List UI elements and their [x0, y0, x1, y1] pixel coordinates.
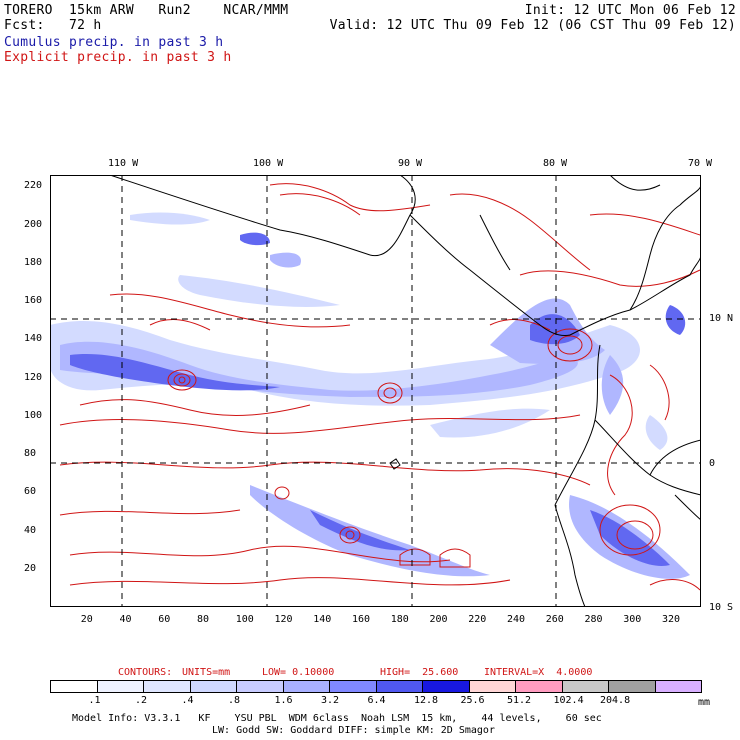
colorbar-swatch	[422, 680, 470, 693]
colorbar-label: .2	[135, 695, 148, 706]
coastlines	[109, 175, 701, 607]
y-tick-label: 100	[24, 409, 43, 421]
colorbar-label: 102.4	[553, 695, 584, 706]
lat-label: 0	[709, 458, 716, 469]
colorbar-label: 3.2	[321, 695, 340, 706]
x-tick-label: 260	[545, 614, 564, 625]
y-tick-label: 220	[24, 180, 43, 192]
x-tick-label: 320	[662, 614, 681, 625]
valid-time: Valid: 12 UTC Thu 09 Feb 12 (06 CST Thu …	[329, 18, 736, 33]
y-tick-label: 40	[24, 524, 37, 536]
contours-interval: INTERVAL=X 4.0000	[484, 667, 593, 678]
lon-label: 80 W	[543, 158, 568, 169]
model-title: TORERO 15km ARW Run2 NCAR/MMM	[4, 3, 289, 18]
colorbar-swatch	[654, 680, 702, 693]
colorbar-swatch	[375, 680, 423, 693]
x-tick-label: 200	[429, 614, 448, 625]
contours-units: UNITS=mm	[182, 667, 231, 678]
x-tick-label: 240	[507, 614, 526, 625]
lon-label: 110 W	[108, 158, 139, 169]
colorbar-label: 6.4	[367, 695, 386, 706]
colorbar-label: 12.8	[414, 695, 439, 706]
colorbar-label: 204.8	[600, 695, 631, 706]
colorbar-swatch	[608, 680, 656, 693]
colorbar-swatch	[189, 680, 237, 693]
x-tick-label: 160	[352, 614, 371, 625]
legend-explicit: Explicit precip. in past 3 h	[4, 50, 232, 65]
x-tick-label: 40	[119, 614, 132, 625]
colorbar-unit: mm	[698, 697, 711, 708]
lat-label: 10 S	[709, 602, 734, 613]
colorbar-swatch	[143, 680, 191, 693]
physics-info: LW: Godd SW: Goddard DIFF: simple KM: 2D…	[212, 725, 495, 736]
colorbar-swatch	[282, 680, 330, 693]
x-tick-label: 20	[80, 614, 93, 625]
y-tick-label: 160	[24, 295, 43, 307]
lon-label: 70 W	[688, 158, 713, 169]
colorbar-swatch	[236, 680, 284, 693]
colorbar-label: 1.6	[274, 695, 293, 706]
precip-map	[50, 175, 701, 607]
cumulus-precip	[50, 212, 690, 579]
y-tick-label: 200	[24, 218, 43, 230]
y-tick-label: 20	[24, 562, 37, 574]
contours-high: HIGH= 25.600	[380, 667, 459, 678]
x-tick-label: 220	[468, 614, 487, 625]
model-info: Model Info: V3.3.1 KF YSU PBL WDM 6class…	[72, 713, 602, 724]
colorbar-label: .1	[88, 695, 101, 706]
colorbar-swatch	[468, 680, 516, 693]
contours-low: LOW= 0.10000	[262, 667, 335, 678]
lon-label: 90 W	[398, 158, 423, 169]
colorbar-swatch	[50, 680, 98, 693]
legend-cumulus: Cumulus precip. in past 3 h	[4, 35, 224, 50]
x-tick-label: 80	[197, 614, 210, 625]
y-tick-label: 120	[24, 371, 43, 383]
contours-label: CONTOURS:	[118, 667, 173, 678]
lon-label: 100 W	[253, 158, 284, 169]
grid-lines	[50, 175, 701, 607]
colorbar-swatch	[96, 680, 144, 693]
lat-label: 10 N	[709, 313, 734, 324]
x-tick-label: 180	[390, 614, 409, 625]
x-tick-label: 300	[623, 614, 642, 625]
x-tick-label: 60	[158, 614, 171, 625]
init-time: Init: 12 UTC Mon 06 Feb 12	[524, 3, 736, 18]
colorbar-swatch	[561, 680, 609, 693]
colorbar-swatch	[515, 680, 563, 693]
colorbar-label: .8	[228, 695, 241, 706]
x-tick-label: 140	[313, 614, 332, 625]
colorbar-label: .4	[181, 695, 194, 706]
y-tick-label: 80	[24, 448, 37, 460]
y-tick-label: 60	[24, 486, 37, 498]
colorbar-label: 51.2	[507, 695, 532, 706]
colorbar-swatch	[329, 680, 377, 693]
x-tick-label: 120	[274, 614, 293, 625]
y-tick-label: 180	[24, 256, 43, 268]
x-tick-label: 100	[235, 614, 254, 625]
x-tick-label: 280	[584, 614, 603, 625]
colorbar-label: 25.6	[460, 695, 485, 706]
y-tick-label: 140	[24, 333, 43, 345]
forecast-hour: Fcst: 72 h	[4, 18, 102, 33]
